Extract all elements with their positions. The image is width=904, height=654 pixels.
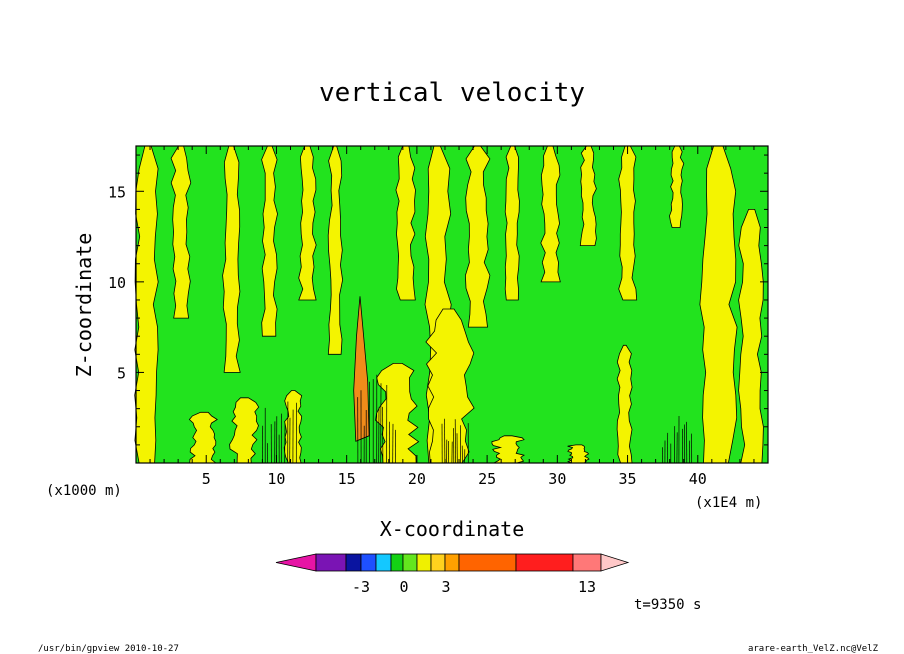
colorbar-segment <box>458 553 517 572</box>
positive-region <box>567 444 590 464</box>
x-tick-label: 30 <box>548 470 566 488</box>
plot-area: 5 10 15 20 25 30 35 40 5 10 15 <box>108 145 769 488</box>
y-tick-label: 5 <box>117 364 126 382</box>
positive-region <box>491 435 526 464</box>
chart-title: vertical velocity <box>319 78 585 108</box>
colorbar-tick-labels: -3 0 3 13 <box>352 578 596 596</box>
colorbar-segment <box>430 553 446 572</box>
colorbar-segment <box>375 553 392 572</box>
colorbar <box>275 553 630 572</box>
colorbar-tick-label: 3 <box>441 578 450 596</box>
colorbar-tick-label: -3 <box>352 578 370 596</box>
positive-region <box>188 411 218 464</box>
colorbar-segment <box>444 553 460 572</box>
x-tick-label: 15 <box>338 470 356 488</box>
colorbar-tick-label: 13 <box>578 578 596 596</box>
x-tick-label: 25 <box>478 470 496 488</box>
x-unit-label: (x1E4 m) <box>695 495 762 511</box>
colorbar-tick-label: 0 <box>399 578 408 596</box>
y-axis-ticks: 5 10 15 <box>108 154 768 446</box>
footer-left: /usr/bin/gpview 2010-10-27 <box>38 644 179 654</box>
colorbar-segment <box>515 553 574 572</box>
y-tick-label: 10 <box>108 274 126 292</box>
colorbar-segment <box>402 553 418 572</box>
colorbar-segment <box>572 553 602 572</box>
y-axis-label: Z-coordinate <box>72 233 96 378</box>
colorbar-segment <box>315 553 347 572</box>
x-tick-label: 20 <box>408 470 426 488</box>
positive-velocity-regions <box>134 145 764 464</box>
colorbar-segment <box>390 553 404 572</box>
positive-region <box>616 344 633 464</box>
colorbar-over-arrow <box>600 553 630 572</box>
positive-region <box>738 209 764 464</box>
x-axis-ticks: 5 10 15 20 25 30 35 40 <box>149 146 755 488</box>
y-tick-label: 15 <box>108 183 126 201</box>
colorbar-segment <box>345 553 362 572</box>
x-axis-label: X-coordinate <box>380 517 525 541</box>
colorbar-segment <box>416 553 432 572</box>
colorbar-segment <box>360 553 377 572</box>
x-tick-label: 5 <box>202 470 211 488</box>
positive-region <box>229 397 260 464</box>
x-tick-label: 35 <box>619 470 637 488</box>
y-unit-label: (x1000 m) <box>46 483 122 499</box>
colorbar-under-arrow <box>275 553 317 572</box>
plot-frame <box>135 145 769 464</box>
x-tick-label: 40 <box>689 470 707 488</box>
positive-region <box>540 145 561 283</box>
positive-region <box>425 308 475 464</box>
x-tick-label: 10 <box>267 470 285 488</box>
footer-right: arare-earth_VelZ.nc@VelZ <box>748 644 879 654</box>
time-label: t=9350 s <box>634 597 701 613</box>
